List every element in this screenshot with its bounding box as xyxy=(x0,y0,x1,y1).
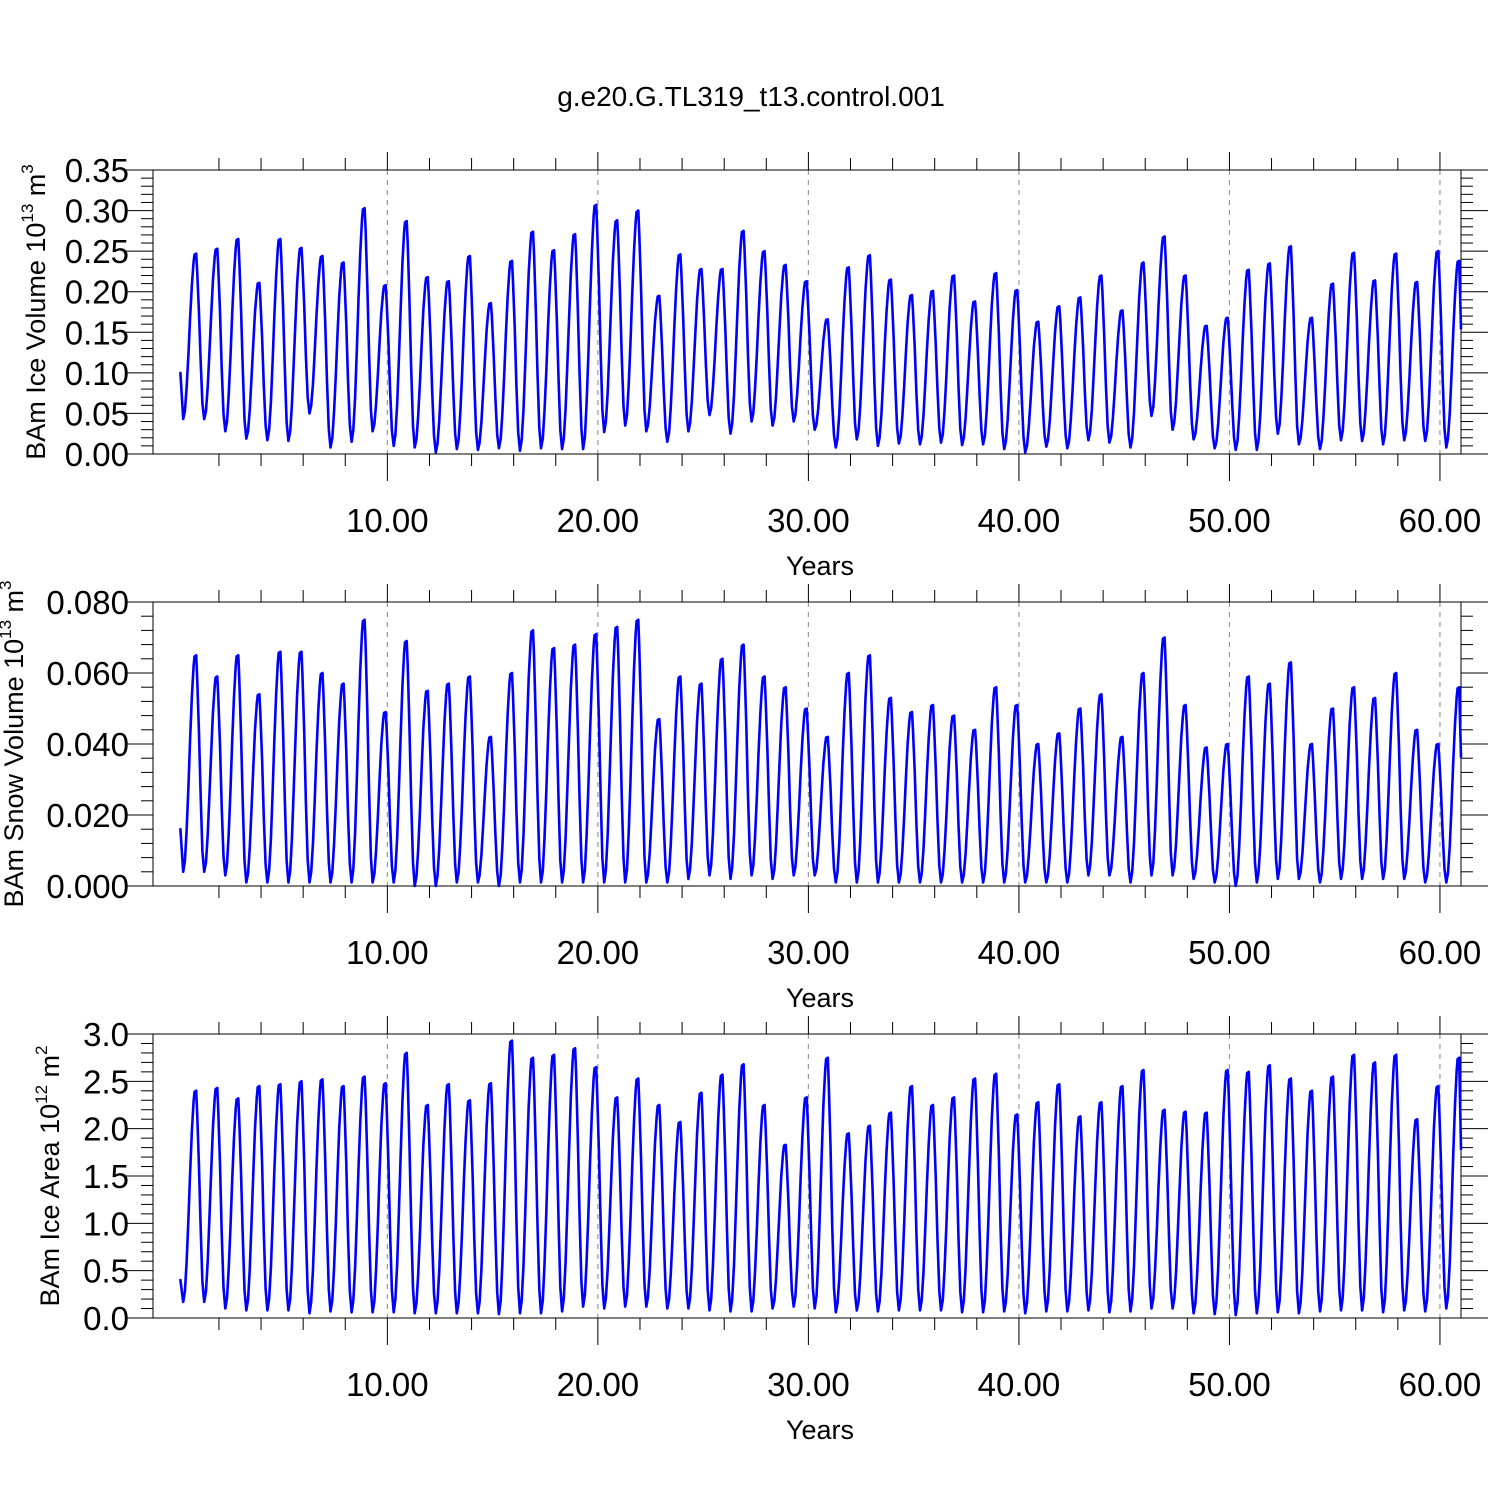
y-tick-label: 0.30 xyxy=(65,193,129,230)
x-tick-label: 40.00 xyxy=(978,934,1061,971)
y-tick-label: 0.20 xyxy=(65,274,129,311)
y-tick-label: 0.35 xyxy=(65,152,129,189)
x-axis-label: Years xyxy=(786,1415,854,1445)
chart-panel-3: 0.0 0.5 1.0 1.5 2.0 2.5 3.0 10.00 20.00 30.00 40.0… xyxy=(32,1016,1488,1445)
series-line xyxy=(179,618,1463,888)
x-tick-label: 40.00 xyxy=(978,1366,1061,1403)
y-tick-label: 2.5 xyxy=(83,1063,129,1100)
x-tick-label: 20.00 xyxy=(557,934,640,971)
x-tick-label: 30.00 xyxy=(767,934,850,971)
x-tick-label: 60.00 xyxy=(1399,1366,1482,1403)
y-tick-label: 1.0 xyxy=(83,1205,129,1242)
x-axis-label: Years xyxy=(786,551,854,581)
x-tick-label: 20.00 xyxy=(557,502,640,539)
y-axis-label: BAm Ice Volume 1013 m3 xyxy=(18,164,51,460)
y-axis-label: BAm Snow Volume 1013 m3 xyxy=(0,580,29,907)
figure-title: g.e20.G.TL319_t13.control.001 xyxy=(557,81,945,112)
x-tick-label: 50.00 xyxy=(1188,1366,1271,1403)
chart-panel-2: 0.000 0.020 0.040 0.060 0.080 10.00 20.00 30.00… xyxy=(0,580,1488,1013)
x-tick-label: 50.00 xyxy=(1188,502,1271,539)
y-tick-label: 0.10 xyxy=(65,355,129,392)
x-tick-label: 30.00 xyxy=(767,1366,850,1403)
y-tick-label: 0.040 xyxy=(46,726,129,763)
y-tick-label: 0.020 xyxy=(46,797,129,834)
y-tick-label: 0.5 xyxy=(83,1253,129,1290)
x-tick-label: 50.00 xyxy=(1188,934,1271,971)
x-tick-label: 10.00 xyxy=(346,934,429,971)
y-tick-label: 1.5 xyxy=(83,1158,129,1195)
x-tick-label: 60.00 xyxy=(1399,502,1482,539)
x-tick-label: 40.00 xyxy=(978,502,1061,539)
y-tick-label: 0.0 xyxy=(83,1300,129,1337)
x-axis-label: Years xyxy=(786,983,854,1013)
y-tick-label: 3.0 xyxy=(83,1016,129,1053)
series-line xyxy=(179,1039,1463,1317)
y-tick-label: 0.25 xyxy=(65,233,129,270)
y-tick-label: 2.0 xyxy=(83,1111,129,1148)
y-tick-label: 0.000 xyxy=(46,868,129,905)
y-tick-label: 0.05 xyxy=(65,395,129,432)
x-tick-label: 10.00 xyxy=(346,502,429,539)
y-tick-label: 0.00 xyxy=(65,436,129,473)
y-axis-label: BAm Ice Area 1012 m2 xyxy=(32,1046,65,1307)
x-tick-label: 20.00 xyxy=(557,1366,640,1403)
series-line xyxy=(179,203,1463,454)
x-tick-label: 60.00 xyxy=(1399,934,1482,971)
x-tick-label: 10.00 xyxy=(346,1366,429,1403)
y-tick-label: 0.15 xyxy=(65,314,129,351)
x-tick-label: 30.00 xyxy=(767,502,850,539)
y-tick-label: 0.060 xyxy=(46,655,129,692)
y-tick-label: 0.080 xyxy=(46,584,129,621)
chart-panel-1: 0.00 0.050.10 0.150.20 0.250.30 0.35 10.00 20.… xyxy=(18,152,1488,581)
